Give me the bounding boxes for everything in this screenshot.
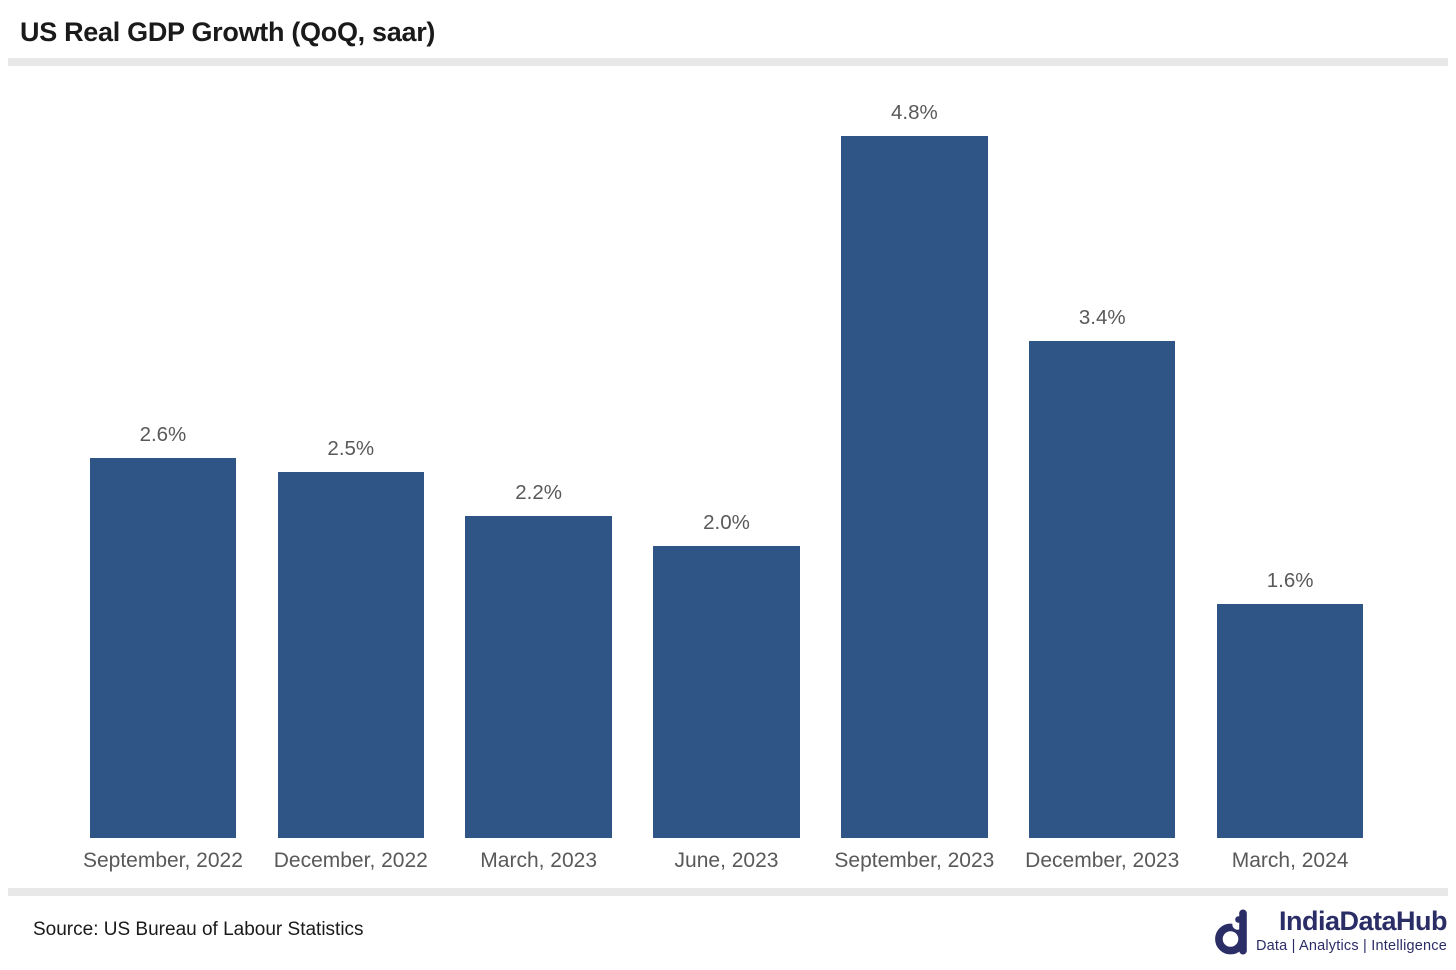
bar-column: 1.6% [1196,66,1384,838]
brand-text: IndiaDataHub Data | Analytics | Intellig… [1255,906,1448,955]
chart-title: US Real GDP Growth (QoQ, saar) [20,17,436,47]
bar-column: 2.2% [445,66,633,838]
bar [89,458,237,838]
x-axis-label: December, 2022 [273,849,428,872]
bar-column: 2.5% [257,66,445,838]
bar-value-label: 2.5% [327,437,375,460]
x-axis-label: September, 2023 [834,849,995,872]
x-axis-labels: September, 2022 December, 2022 March, 2023… [0,838,1456,884]
bar [465,516,612,838]
bar-value-label: 2.6% [139,423,187,446]
title-divider-strip [8,58,1448,66]
footer: Source: US Bureau of Labour Statistics I… [0,896,1456,970]
bar-value-label: 3.4% [1078,306,1126,329]
x-axis-label: September, 2022 [82,849,243,872]
bar-column: 4.8% [820,66,1008,838]
bar [841,136,988,838]
bar [1028,341,1176,838]
footer-divider-strip [8,888,1448,896]
bar-value-label: 1.6% [1266,569,1314,592]
source-note: Source: US Bureau of Labour Statistics [33,919,364,940]
bar-value-label: 4.8% [891,101,938,124]
bar-value-label: 2.2% [515,481,563,504]
bar-column: 3.4% [1008,66,1196,838]
indiadatahub-logo: IndiaDataHub Data | Analytics | Intellig… [1215,906,1448,961]
x-axis-label: December, 2023 [1025,849,1180,872]
x-axis-label: June, 2023 [674,849,779,872]
brand-name: IndiaDataHub [1278,906,1448,936]
indiadatahub-logo-icon [1215,908,1249,961]
bar [277,472,425,838]
bar-column: 2.6% [69,66,257,838]
plot-area: 2.6% 2.5% 2.2% 2.0% 4.8% 3.4% 1.6% [0,66,1456,838]
bar-value-label: 2.0% [703,511,750,534]
bar-column: 2.0% [633,66,821,838]
x-axis-label: March, 2024 [1231,849,1349,872]
bar [653,546,800,838]
x-axis-label: March, 2023 [480,849,598,872]
bar [1216,604,1364,838]
brand-tagline: Data | Analytics | Intelligence [1255,938,1447,954]
